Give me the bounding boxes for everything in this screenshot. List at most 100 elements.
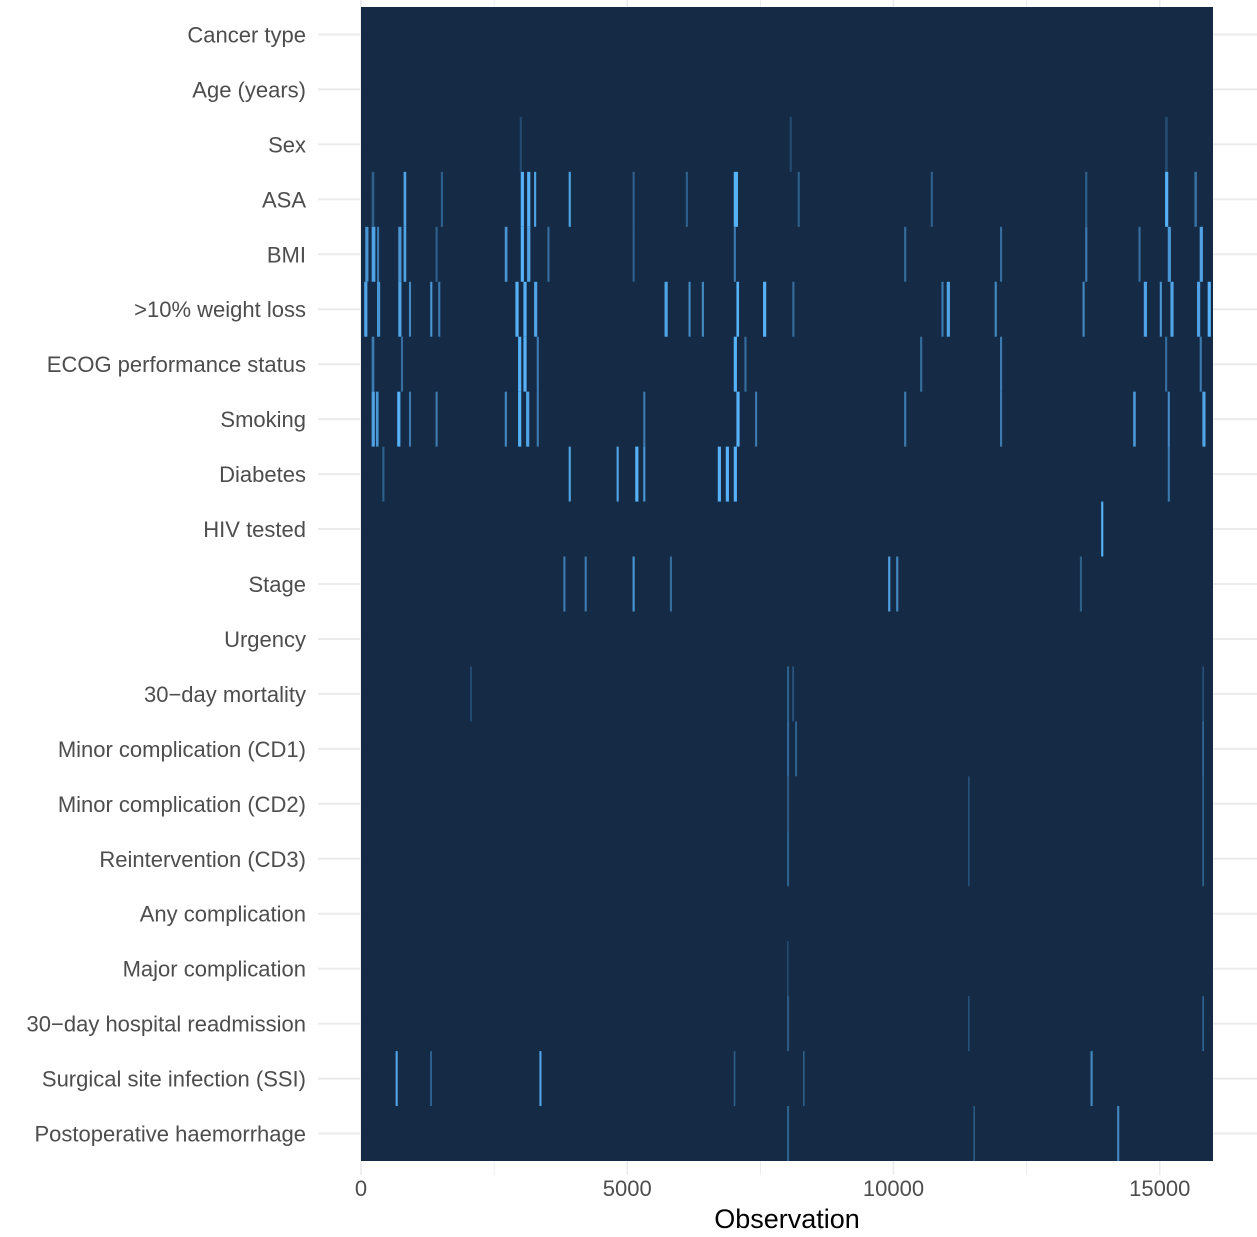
missing-mark: [1202, 776, 1204, 832]
missing-mark: [994, 281, 997, 337]
missing-mark: [1202, 391, 1206, 447]
missing-mark: [632, 226, 635, 282]
missing-mark: [946, 281, 950, 337]
missing-mark: [375, 391, 379, 447]
missing-mark: [518, 336, 522, 392]
y-axis-label: Postoperative haemorrhage: [35, 1122, 307, 1147]
missing-mark: [518, 391, 522, 447]
missing-mark: [568, 171, 571, 227]
y-axis-label: Surgical site infection (SSI): [42, 1067, 306, 1092]
missing-mark: [527, 226, 531, 282]
y-axis-label: BMI: [267, 242, 306, 267]
missing-mark: [733, 336, 737, 392]
y-axis-label: Smoking: [220, 407, 306, 432]
missing-mark: [701, 281, 704, 337]
missing-mark: [1159, 281, 1162, 337]
missing-mark: [904, 226, 907, 282]
missing-mark: [1101, 501, 1104, 557]
missing-mark: [797, 171, 800, 227]
missing-mark: [371, 226, 376, 282]
missing-mark: [1085, 226, 1088, 282]
missing-mark: [376, 226, 380, 282]
missing-mark: [787, 941, 789, 997]
missing-mark: [1165, 171, 1169, 227]
missing-mark: [523, 336, 527, 392]
y-axis-label: Age (years): [192, 77, 306, 102]
missing-mark: [1138, 226, 1141, 282]
missing-mark: [1090, 1051, 1093, 1107]
missing-mark: [520, 171, 524, 227]
x-tick-label: 0: [355, 1176, 367, 1201]
missing-mark: [519, 116, 522, 172]
missing-mark: [733, 446, 737, 502]
missing-mark: [725, 446, 729, 502]
missing-mark: [539, 1051, 542, 1107]
missing-mark: [744, 336, 747, 392]
missing-mark: [733, 171, 739, 227]
x-tick-label: 5000: [603, 1176, 652, 1201]
missing-mark: [787, 996, 790, 1052]
missing-mark: [398, 226, 402, 282]
missing-mark: [403, 226, 407, 282]
missing-mark: [1082, 281, 1085, 337]
missing-mark: [438, 281, 441, 337]
missing-mark: [523, 281, 527, 337]
missing-mark: [643, 391, 646, 447]
missing-mark: [1207, 281, 1211, 337]
missing-mark: [669, 556, 672, 612]
y-axis-labels: Cancer type Age (years) Sex ASA BMI >10% weig…: [27, 22, 307, 1146]
missing-mark: [632, 171, 635, 227]
missing-mark: [968, 776, 970, 832]
missing-mark: [733, 1051, 736, 1107]
missing-mark: [568, 446, 571, 502]
missing-mark: [1000, 391, 1003, 447]
missing-mark: [904, 391, 907, 447]
missing-mark: [1199, 226, 1203, 282]
y-axis-label: Minor complication (CD2): [58, 792, 306, 817]
missing-mark: [888, 556, 891, 612]
x-axis-tick-labels: 0 5000 10000 15000: [355, 1176, 1190, 1201]
missing-mark: [717, 446, 721, 502]
missing-mark: [941, 281, 944, 337]
missing-mark: [364, 281, 368, 337]
missing-mark: [787, 831, 790, 887]
missing-mark: [1197, 281, 1201, 337]
missing-mark: [403, 171, 407, 227]
missing-mark: [1167, 226, 1171, 282]
missing-mark: [787, 776, 790, 832]
y-axis-label: 30−day hospital readmission: [27, 1012, 306, 1037]
missing-mark: [547, 226, 550, 282]
x-tick-label: 10000: [863, 1176, 924, 1201]
missing-mark: [376, 281, 381, 337]
missing-mark: [1143, 281, 1147, 337]
missing-mark: [1167, 391, 1170, 447]
missing-mark: [763, 281, 767, 337]
missing-mark: [789, 116, 792, 172]
missing-mark: [382, 446, 385, 502]
missing-mark: [365, 226, 369, 282]
missing-mark: [736, 281, 740, 337]
missing-mark: [1202, 831, 1204, 887]
x-tick-label: 15000: [1129, 1176, 1190, 1201]
missing-mark: [1133, 391, 1136, 447]
missing-mark: [1085, 171, 1088, 227]
missing-mark: [504, 391, 507, 447]
missing-mark: [755, 391, 758, 447]
missing-mark: [430, 281, 433, 337]
y-axis-label: 30−day mortality: [144, 682, 306, 707]
missing-mark: [563, 556, 566, 612]
missing-mark: [536, 391, 539, 447]
missing-mark: [520, 226, 524, 282]
missing-mark: [1079, 556, 1083, 612]
y-axis-label: Major complication: [123, 957, 306, 982]
missing-mark: [470, 666, 472, 722]
missing-mark: [1202, 721, 1204, 777]
missing-mark: [400, 336, 404, 392]
missing-mark: [534, 171, 537, 227]
missing-mark: [1202, 666, 1204, 722]
missing-mark: [1165, 116, 1168, 172]
y-axis-label: Reintervention (CD3): [99, 847, 306, 872]
y-axis-label: Stage: [249, 572, 307, 597]
missing-mark: [371, 336, 375, 392]
missing-mark: [440, 171, 444, 227]
